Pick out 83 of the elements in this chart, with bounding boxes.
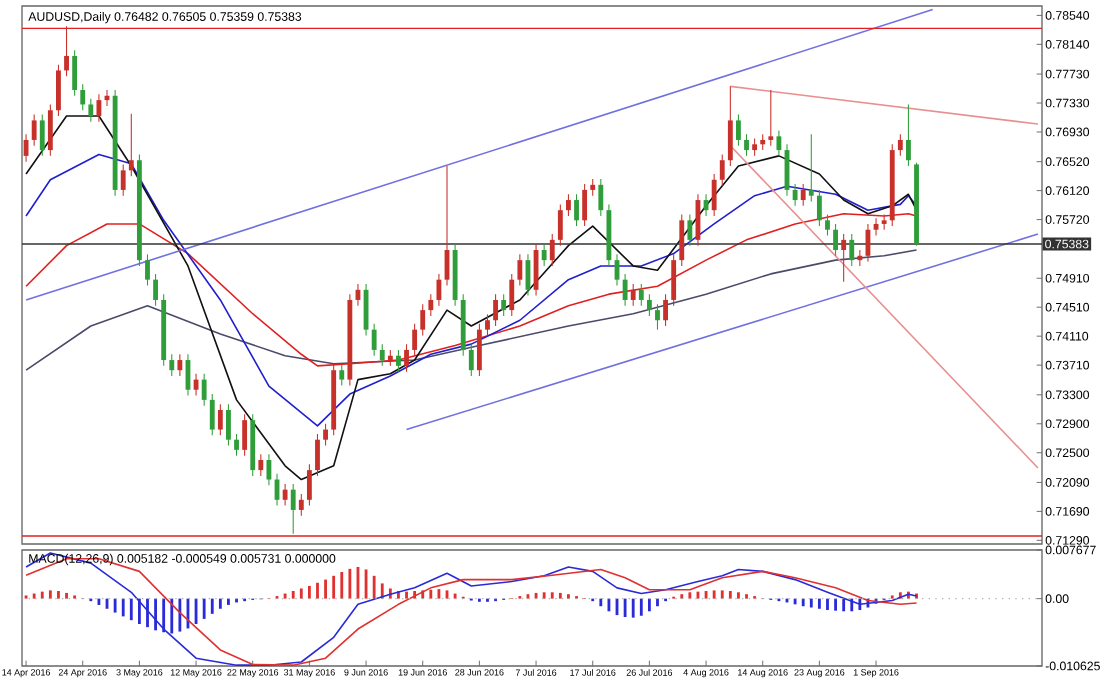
candlestick	[557, 203, 563, 247]
candlestick	[906, 103, 911, 167]
candlestick	[833, 223, 838, 257]
candlestick	[671, 253, 677, 307]
candlestick	[169, 353, 175, 377]
candlestick	[468, 343, 474, 377]
candlestick	[298, 493, 304, 517]
candlestick	[72, 49, 78, 97]
candlestick	[881, 213, 887, 231]
candlestick	[371, 323, 377, 357]
candlestick	[64, 25, 69, 77]
candlestick	[582, 183, 588, 227]
candlestick	[679, 213, 685, 267]
candlestick	[290, 483, 296, 535]
candlestick	[315, 433, 320, 477]
candlestick	[655, 303, 660, 331]
candlestick	[849, 233, 855, 267]
candlestick	[96, 93, 102, 123]
candlestick	[517, 253, 523, 287]
line-series	[25, 212, 918, 367]
candlestick	[234, 433, 239, 457]
candlestick	[736, 114, 741, 147]
candlestick	[420, 303, 426, 336]
candlestick	[396, 349, 401, 373]
candlestick	[622, 273, 628, 307]
candlestick	[549, 233, 555, 267]
candlestick	[630, 283, 636, 307]
candlestick	[242, 413, 248, 457]
candlestick	[841, 233, 847, 283]
candlestick	[897, 133, 903, 157]
candlestick	[201, 373, 207, 407]
candlestick	[128, 113, 134, 177]
candlestick	[857, 249, 863, 267]
candlestick	[436, 273, 442, 307]
candlestick	[711, 173, 717, 217]
candlestick	[266, 453, 272, 486]
candlestick	[47, 103, 53, 157]
candlestick	[39, 114, 45, 157]
candlestick	[80, 83, 86, 111]
candlestick	[56, 64, 61, 117]
candlestick	[258, 453, 264, 477]
candlestick	[719, 153, 725, 187]
candlestick	[226, 403, 231, 447]
candlestick	[217, 403, 223, 436]
candlestick	[768, 89, 774, 147]
candlestick	[493, 293, 499, 327]
candlestick	[792, 183, 798, 207]
candlestick	[282, 483, 288, 507]
candlestick	[501, 293, 507, 317]
candlestick	[825, 213, 830, 237]
candlestick	[663, 293, 668, 327]
candlestick	[31, 114, 37, 147]
candlestick	[800, 183, 806, 207]
candlestick	[120, 164, 126, 197]
candlestick	[428, 293, 434, 317]
candlestick	[153, 273, 159, 307]
candlestick	[145, 253, 150, 287]
candlestick	[412, 323, 418, 357]
candlestick	[476, 323, 482, 377]
candlestick	[566, 193, 571, 217]
candlestick	[306, 463, 312, 507]
line-series	[25, 249, 918, 371]
candlestick	[744, 133, 749, 157]
candlestick	[646, 293, 652, 317]
candlestick	[816, 189, 822, 227]
candlestick	[404, 343, 409, 373]
candlestick	[727, 85, 733, 167]
candlestick	[776, 129, 782, 157]
candlestick	[177, 353, 183, 377]
candlestick	[88, 98, 94, 123]
candlestick	[323, 423, 329, 447]
candlestick	[509, 273, 515, 317]
candlestick	[574, 193, 579, 227]
line-series	[25, 153, 918, 427]
candlestick	[379, 343, 385, 367]
candlestick	[687, 213, 693, 247]
candlestick	[339, 363, 345, 386]
candlestick	[485, 313, 490, 336]
candlestick	[209, 393, 215, 436]
candlestick	[541, 243, 547, 267]
candlestick	[638, 283, 644, 307]
candlestick	[598, 178, 604, 217]
candlestick	[808, 133, 814, 203]
